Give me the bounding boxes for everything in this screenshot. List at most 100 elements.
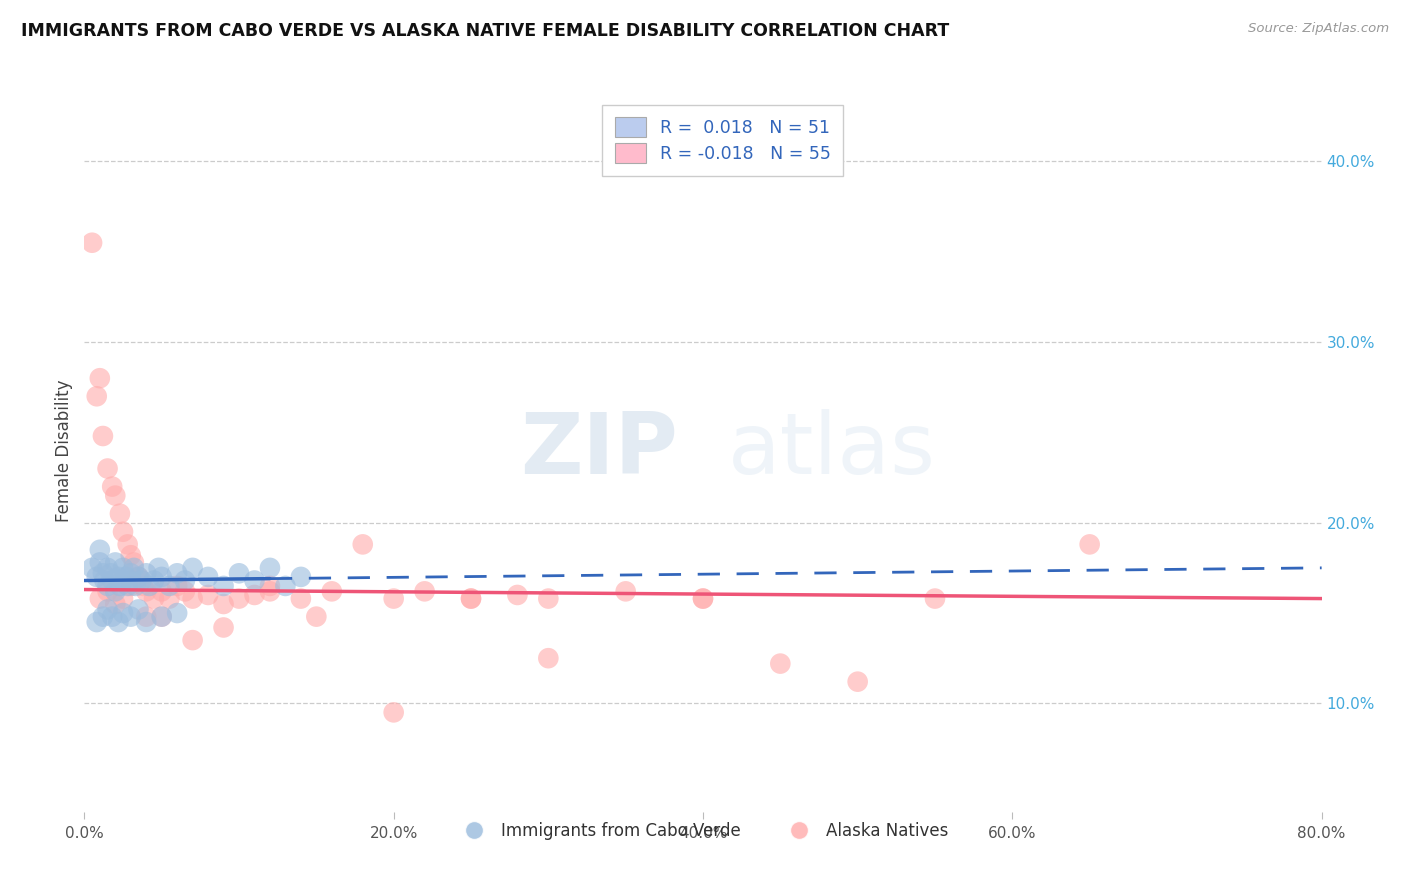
Point <box>104 597 127 611</box>
Point <box>228 566 250 581</box>
Point <box>614 584 637 599</box>
Point <box>159 579 180 593</box>
Point <box>924 591 946 606</box>
Point <box>108 579 131 593</box>
Point <box>117 537 139 551</box>
Point <box>143 591 166 606</box>
Point <box>82 561 104 575</box>
Point <box>181 633 204 648</box>
Point <box>321 584 343 599</box>
Point <box>89 556 111 570</box>
Point <box>259 584 281 599</box>
Point <box>104 556 127 570</box>
Text: ZIP: ZIP <box>520 409 678 492</box>
Point <box>96 561 118 575</box>
Point <box>131 574 153 588</box>
Point <box>135 566 157 581</box>
Point <box>138 579 160 593</box>
Point <box>82 235 104 250</box>
Point <box>769 657 792 671</box>
Point <box>212 579 235 593</box>
Point <box>86 389 108 403</box>
Point <box>460 591 482 606</box>
Point <box>96 461 118 475</box>
Point <box>96 584 118 599</box>
Text: atlas: atlas <box>728 409 936 492</box>
Point <box>166 566 188 581</box>
Point <box>197 570 219 584</box>
Point <box>91 566 114 581</box>
Point <box>127 570 149 584</box>
Point <box>112 524 135 539</box>
Point <box>159 591 180 606</box>
Point <box>259 579 281 593</box>
Point <box>150 609 173 624</box>
Point <box>89 542 111 557</box>
Point <box>120 574 142 588</box>
Point <box>846 674 869 689</box>
Point <box>89 371 111 385</box>
Point <box>101 574 124 588</box>
Point <box>112 574 135 588</box>
Point <box>112 606 135 620</box>
Point <box>197 588 219 602</box>
Point <box>382 706 405 720</box>
Point <box>143 574 166 588</box>
Point <box>112 561 135 575</box>
Point <box>228 591 250 606</box>
Point <box>96 602 118 616</box>
Point <box>290 570 312 584</box>
Point <box>135 584 157 599</box>
Point <box>115 570 138 584</box>
Text: IMMIGRANTS FROM CABO VERDE VS ALASKA NATIVE FEMALE DISABILITY CORRELATION CHART: IMMIGRANTS FROM CABO VERDE VS ALASKA NAT… <box>21 22 949 40</box>
Point <box>91 429 114 443</box>
Point <box>166 606 188 620</box>
Point <box>117 579 139 593</box>
Point <box>127 570 149 584</box>
Point <box>120 548 142 562</box>
Point <box>100 566 122 581</box>
Point <box>1078 537 1101 551</box>
Point <box>382 591 405 606</box>
Point <box>305 609 328 624</box>
Point <box>96 579 118 593</box>
Point <box>537 651 560 665</box>
Point <box>93 574 115 588</box>
Point <box>112 591 135 606</box>
Point <box>174 584 197 599</box>
Point <box>108 507 131 521</box>
Point <box>101 609 124 624</box>
Point <box>120 566 142 581</box>
Point <box>692 591 714 606</box>
Point <box>150 570 173 584</box>
Point <box>132 579 155 593</box>
Y-axis label: Female Disability: Female Disability <box>55 379 73 522</box>
Point <box>101 480 124 494</box>
Point <box>537 591 560 606</box>
Point <box>243 574 266 588</box>
Point <box>352 537 374 551</box>
Legend: Immigrants from Cabo Verde, Alaska Natives: Immigrants from Cabo Verde, Alaska Nativ… <box>451 815 955 847</box>
Text: Source: ZipAtlas.com: Source: ZipAtlas.com <box>1249 22 1389 36</box>
Point <box>243 588 266 602</box>
Point <box>120 609 142 624</box>
Point <box>122 561 145 575</box>
Point <box>124 579 146 593</box>
Point <box>150 609 173 624</box>
Point <box>274 579 297 593</box>
Point <box>122 556 145 570</box>
Point <box>127 602 149 616</box>
Point <box>86 570 108 584</box>
Point <box>120 579 142 593</box>
Point <box>212 597 235 611</box>
Point <box>506 588 529 602</box>
Point <box>107 615 129 629</box>
Point <box>460 591 482 606</box>
Point <box>212 620 235 634</box>
Point <box>290 591 312 606</box>
Point <box>181 561 204 575</box>
Point <box>150 584 173 599</box>
Point <box>135 615 157 629</box>
Point <box>86 615 108 629</box>
Point <box>181 591 204 606</box>
